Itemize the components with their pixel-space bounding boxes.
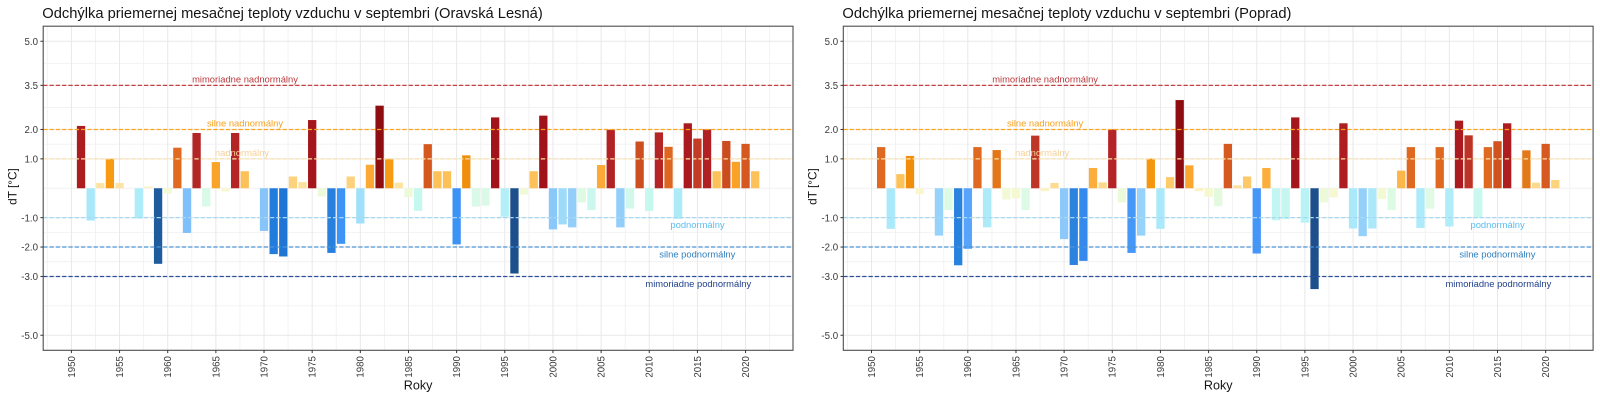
svg-text:Roky: Roky (404, 379, 433, 393)
svg-text:1985: 1985 (404, 356, 415, 378)
svg-text:1970: 1970 (259, 355, 270, 377)
svg-text:Odchýlka priemernej mesačnej t: Odchýlka priemernej mesačnej teploty vzd… (842, 6, 1291, 22)
svg-text:1955: 1955 (915, 356, 926, 378)
svg-text:nadnormálny: nadnormálny (1015, 147, 1070, 158)
svg-text:5.0: 5.0 (25, 37, 39, 48)
svg-text:Roky: Roky (1204, 379, 1233, 393)
svg-text:-2.0: -2.0 (21, 243, 38, 254)
svg-text:3.5: 3.5 (25, 81, 38, 92)
svg-text:1995: 1995 (1300, 356, 1311, 378)
svg-text:-1.0: -1.0 (821, 213, 838, 224)
svg-text:1970: 1970 (1060, 355, 1071, 377)
svg-text:2020: 2020 (1541, 355, 1552, 377)
svg-text:2000: 2000 (1348, 355, 1359, 377)
svg-text:podnormálny: podnormálny (670, 219, 725, 230)
svg-text:1975: 1975 (1108, 356, 1119, 378)
svg-text:5.0: 5.0 (825, 37, 839, 48)
svg-text:2000: 2000 (548, 355, 559, 377)
svg-text:3.5: 3.5 (825, 81, 838, 92)
svg-text:2010: 2010 (1445, 355, 1456, 377)
svg-text:silne nadnormálny: silne nadnormálny (1007, 118, 1083, 129)
svg-text:1950: 1950 (867, 355, 878, 377)
svg-text:2005: 2005 (597, 356, 608, 378)
svg-text:silne nadnormálny: silne nadnormálny (207, 118, 283, 129)
svg-text:-3.0: -3.0 (821, 272, 838, 283)
svg-text:mimoriadne nadnormálny: mimoriadne nadnormálny (992, 74, 1098, 85)
svg-text:2010: 2010 (645, 355, 656, 377)
svg-text:1950: 1950 (67, 355, 78, 377)
svg-text:dT [°C]: dT [°C] (5, 168, 19, 205)
svg-text:1980: 1980 (1156, 355, 1167, 377)
svg-text:1985: 1985 (1204, 356, 1215, 378)
svg-text:1980: 1980 (356, 355, 367, 377)
svg-text:1965: 1965 (1011, 356, 1022, 378)
svg-text:1960: 1960 (163, 355, 174, 377)
svg-text:1995: 1995 (500, 356, 511, 378)
svg-text:-1.0: -1.0 (21, 213, 38, 224)
svg-text:2015: 2015 (1493, 356, 1504, 378)
svg-text:-2.0: -2.0 (821, 243, 838, 254)
svg-text:-5.0: -5.0 (821, 331, 838, 342)
svg-text:2005: 2005 (1397, 356, 1408, 378)
svg-text:-5.0: -5.0 (21, 331, 38, 342)
svg-text:silne podnormálny: silne podnormálny (1459, 248, 1535, 259)
svg-text:2.0: 2.0 (825, 125, 839, 136)
svg-text:mimoriadne nadnormálny: mimoriadne nadnormálny (192, 74, 298, 85)
svg-text:1.0: 1.0 (25, 154, 39, 165)
svg-text:1990: 1990 (1252, 355, 1263, 377)
svg-text:1.0: 1.0 (825, 154, 839, 165)
svg-text:1960: 1960 (963, 355, 974, 377)
svg-text:1965: 1965 (211, 356, 222, 378)
svg-text:silne podnormálny: silne podnormálny (659, 248, 735, 259)
svg-text:Odchýlka priemernej mesačnej t: Odchýlka priemernej mesačnej teploty vzd… (42, 6, 542, 22)
svg-text:2020: 2020 (741, 355, 752, 377)
svg-text:2015: 2015 (693, 356, 704, 378)
svg-text:nadnormálny: nadnormálny (215, 147, 270, 158)
svg-text:mimoriadne podnormálny: mimoriadne podnormálny (1446, 278, 1552, 289)
svg-text:2.0: 2.0 (25, 125, 39, 136)
svg-text:-3.0: -3.0 (21, 272, 38, 283)
svg-text:1955: 1955 (115, 356, 126, 378)
svg-text:mimoriadne podnormálny: mimoriadne podnormálny (645, 278, 751, 289)
svg-text:1990: 1990 (452, 355, 463, 377)
svg-text:dT [°C]: dT [°C] (805, 168, 819, 205)
svg-text:podnormálny: podnormálny (1470, 219, 1525, 230)
svg-text:1975: 1975 (308, 356, 319, 378)
